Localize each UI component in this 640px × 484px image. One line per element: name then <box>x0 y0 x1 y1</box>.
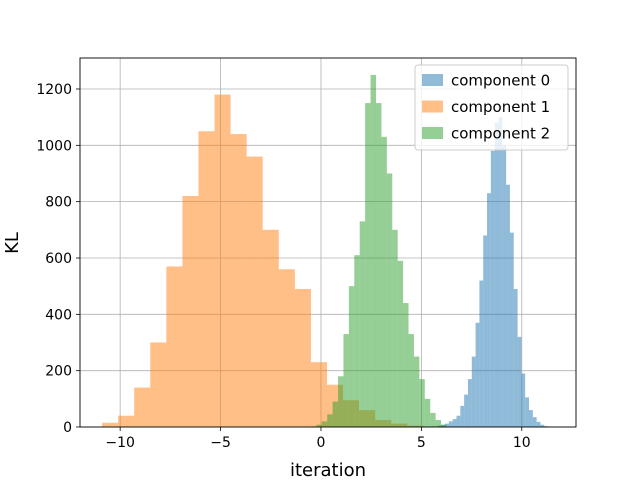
x-tick-label: 5 <box>417 435 426 451</box>
histogram-bar <box>521 373 525 427</box>
histogram-bar <box>102 423 118 427</box>
histogram-bar <box>529 410 533 427</box>
histogram-bar <box>343 334 348 427</box>
histogram-bar <box>414 357 419 427</box>
histogram-bar <box>436 420 441 427</box>
y-axis-label: KL <box>2 232 23 254</box>
legend-swatch <box>422 101 443 113</box>
histogram-bar <box>392 230 397 427</box>
histogram-bar <box>502 145 506 427</box>
histogram-bar <box>349 286 354 427</box>
histogram-bar <box>430 413 435 427</box>
legend-swatch <box>422 127 443 139</box>
histogram-bar <box>457 416 461 427</box>
x-axis-label: iteration <box>290 460 366 480</box>
histogram-bar <box>510 233 514 427</box>
histogram-bar <box>231 134 247 427</box>
y-tick-label: 800 <box>45 195 72 211</box>
legend: component 0 component 1 component 2 <box>415 65 568 150</box>
histogram-bar <box>403 303 408 427</box>
y-tick-label: 1000 <box>36 138 72 154</box>
histogram-bar <box>338 376 343 427</box>
y-tick-label: 200 <box>45 364 72 380</box>
histogram-bar <box>425 399 430 427</box>
x-tick-label: 10 <box>513 435 531 451</box>
histogram-bar <box>322 421 327 427</box>
histogram-bar <box>468 379 472 427</box>
legend-label: component 2 <box>451 125 550 143</box>
x-tick-label: −5 <box>210 435 231 451</box>
histogram-bar <box>215 95 231 427</box>
histogram-bar <box>460 406 464 427</box>
y-tick-label: 600 <box>45 251 72 267</box>
histogram-bar <box>182 196 198 427</box>
histogram-bar <box>518 337 522 427</box>
histogram-bar <box>376 103 381 427</box>
histogram-bar <box>453 419 457 427</box>
histogram-bar <box>495 123 499 427</box>
histogram-bar <box>198 131 214 427</box>
histogram-bar <box>533 417 537 427</box>
legend-swatch <box>422 74 443 86</box>
histogram-bar <box>134 388 150 427</box>
histogram-bar <box>487 193 491 427</box>
histogram-bar <box>279 269 295 427</box>
histogram-bar <box>449 421 453 427</box>
histogram-bar <box>118 416 134 427</box>
histogram-bar <box>409 334 414 427</box>
x-tick-label: −10 <box>105 435 135 451</box>
histogram-bar <box>263 230 279 427</box>
y-tick-label: 1200 <box>36 82 72 98</box>
histogram-bar <box>483 235 487 427</box>
legend-label: component 1 <box>451 98 550 116</box>
y-tick-label: 400 <box>45 307 72 323</box>
histogram-bar <box>333 402 338 427</box>
histogram-bar <box>472 357 476 427</box>
histogram-bar <box>537 422 541 427</box>
histogram-bar <box>498 117 502 427</box>
legend-label: component 0 <box>451 72 550 90</box>
histogram-bar <box>354 255 359 427</box>
x-tick-label: 0 <box>317 435 326 451</box>
y-tick-label: 0 <box>63 420 72 436</box>
histogram-bar <box>311 362 327 427</box>
histogram-bar <box>295 289 311 427</box>
histogram-bar <box>381 137 386 427</box>
histogram-bar <box>479 281 483 427</box>
histogram-bar <box>327 414 332 427</box>
histogram-bar <box>371 75 376 427</box>
histogram-bar <box>387 173 392 427</box>
histogram-bar <box>491 151 495 427</box>
histogram-bar <box>247 157 263 427</box>
histogram-bar <box>360 221 365 427</box>
histogram-bar <box>525 397 529 427</box>
histogram-bar <box>150 342 166 427</box>
histogram-bar <box>506 185 510 427</box>
histogram-bar <box>365 103 370 427</box>
histogram-bar <box>419 379 424 427</box>
histogram-bar <box>166 266 182 427</box>
histogram-bar <box>514 289 518 427</box>
histogram-bar <box>398 261 403 427</box>
histogram-bar <box>464 395 468 427</box>
histogram-bar <box>476 323 480 427</box>
